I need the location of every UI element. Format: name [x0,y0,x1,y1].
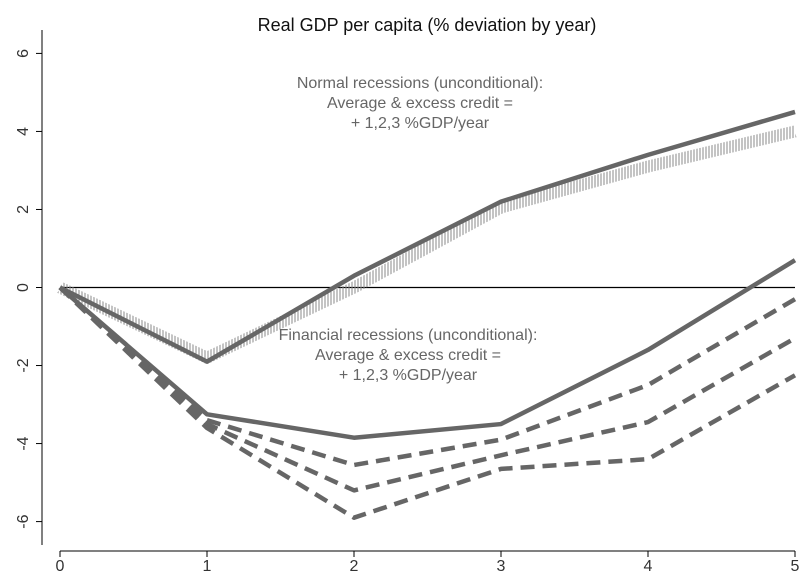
annotation: Normal recessions (unconditional): [297,75,543,92]
y-tick-label: 0 [15,283,32,292]
annotation: Financial recessions (unconditional): [279,327,538,344]
x-tick-label: 5 [791,558,800,571]
y-tick-label: -4 [15,436,32,450]
series-line [58,258,797,440]
series-line [58,285,797,468]
series-line [58,285,797,493]
x-tick-label: 3 [497,558,506,571]
y-tick-label: -2 [15,358,32,372]
annotation: + 1,2,3 %GDP/year [351,115,490,132]
series-line [57,125,797,364]
series-line [58,285,797,520]
x-tick-label: 2 [350,558,359,571]
y-tick-label: 6 [15,49,32,58]
annotation: Average & excess credit = [327,95,513,112]
annotation: + 1,2,3 %GDP/year [339,367,478,384]
x-tick-label: 0 [56,558,65,571]
annotation: Average & excess credit = [315,347,501,364]
y-tick-label: 2 [15,205,32,214]
series-line [58,109,796,364]
y-tick-label: -6 [15,514,32,528]
y-tick-label: 4 [15,127,32,136]
x-tick-label: 4 [644,558,653,571]
chart-title: Real GDP per capita (% deviation by year… [258,15,597,35]
x-tick-label: 1 [203,558,212,571]
